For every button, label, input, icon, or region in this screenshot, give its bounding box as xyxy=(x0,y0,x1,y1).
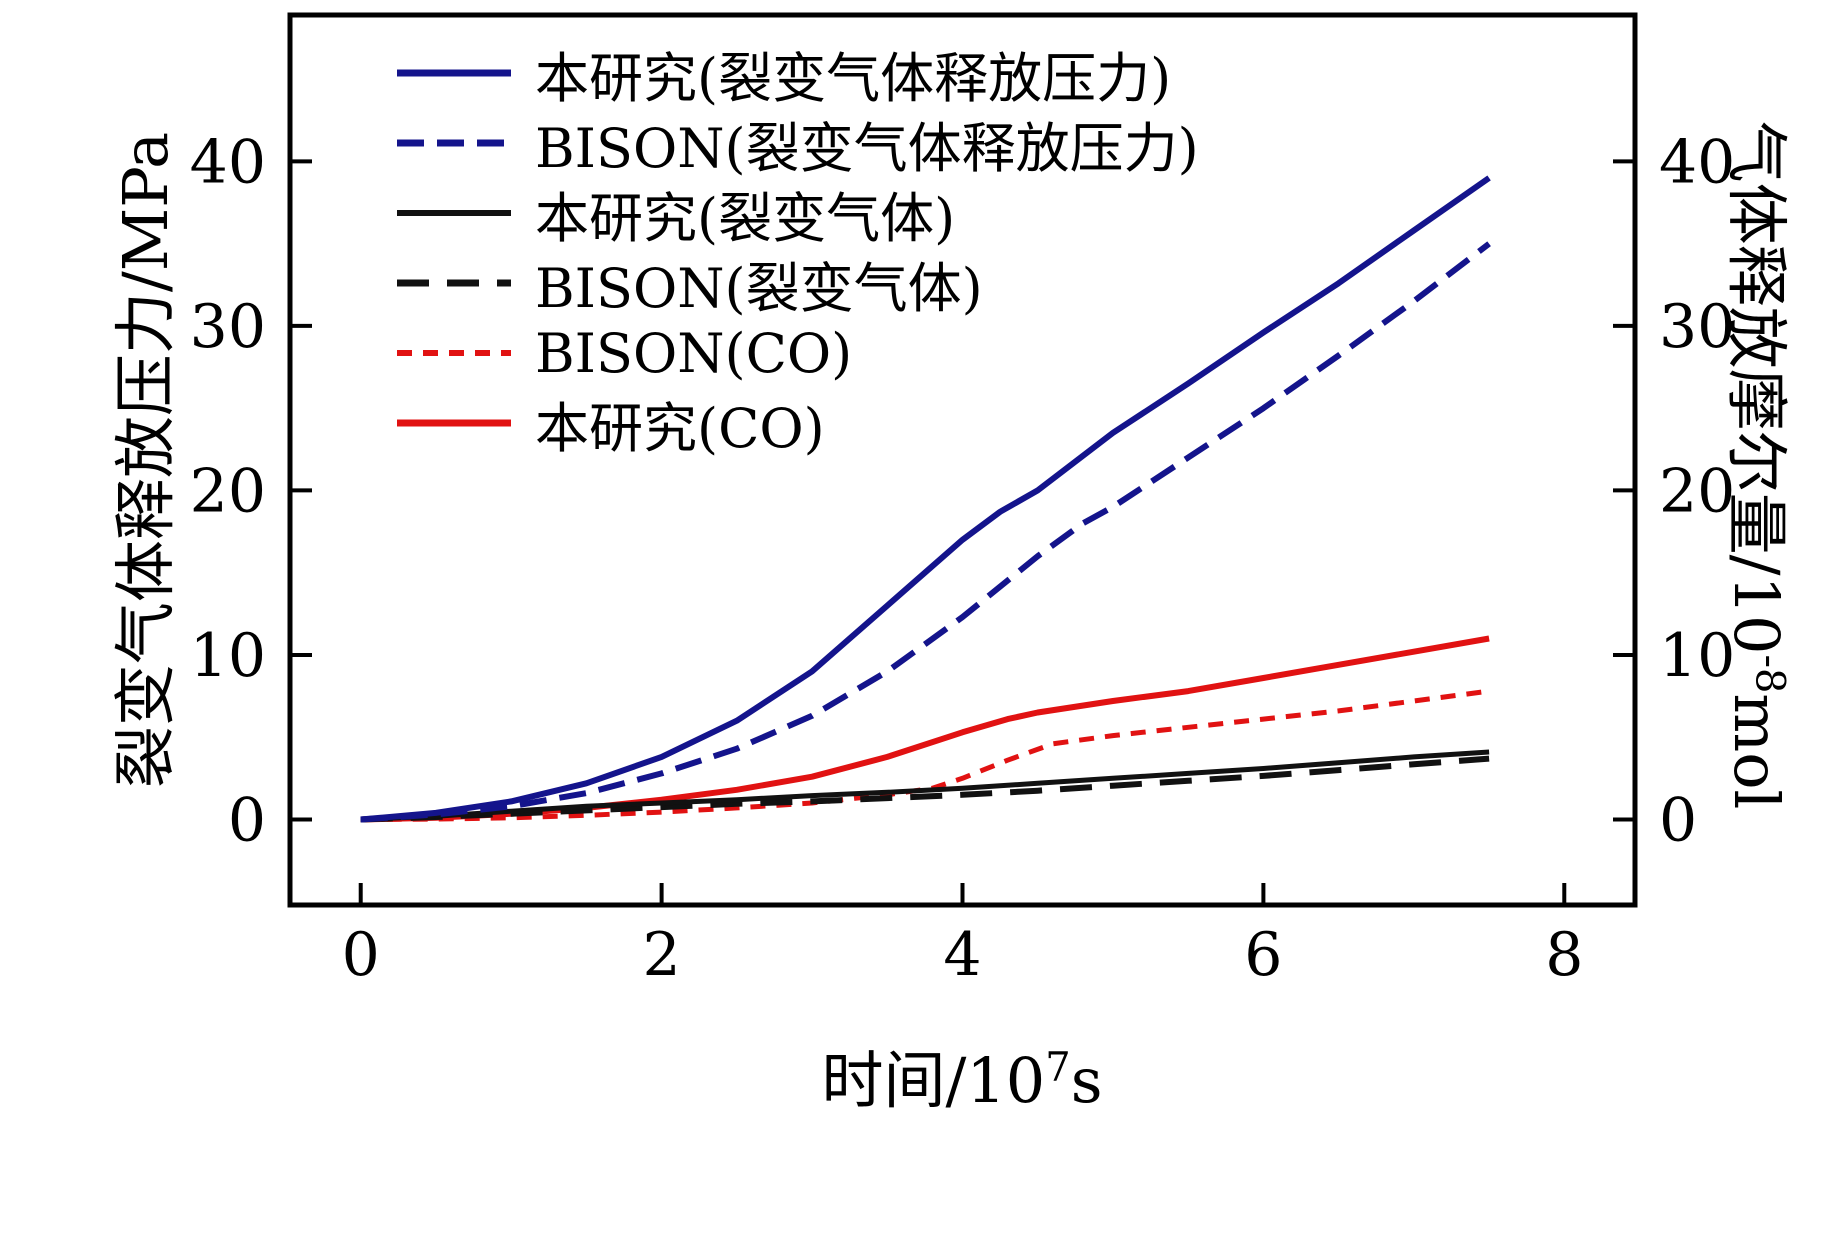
x-axis-title: 时间/107s xyxy=(821,1030,1102,1120)
legend-line-sample xyxy=(397,419,511,427)
x-tick-label: 6 xyxy=(1244,920,1282,990)
x-axis-title-sup: 7 xyxy=(1045,1044,1071,1091)
series-line-1 xyxy=(360,241,1491,823)
y-right-axis-title-sup: -8 xyxy=(1746,654,1793,694)
x-axis-title-unit: s xyxy=(1070,1044,1103,1117)
y-left-tick-label: 10 xyxy=(190,621,266,691)
legend-item-4: BISON(CO) xyxy=(395,321,1199,385)
y-left-tick-label: 40 xyxy=(190,127,266,197)
y-left-tick-label: 30 xyxy=(190,292,266,362)
y-left-axis-title: 裂变气体释放压力/MPa xyxy=(95,132,185,788)
y-left-axis-title-text: 裂变气体释放压力/MPa xyxy=(109,131,182,789)
series-line-0 xyxy=(360,175,1491,823)
y-right-axis-title: 气体释放摩尔量/10-8mol xyxy=(1717,121,1807,810)
y-left-tick-label: 0 xyxy=(228,785,266,855)
y-right-tick-label: 0 xyxy=(1659,785,1697,855)
x-tick-label: 4 xyxy=(943,920,981,990)
x-tick-label: 8 xyxy=(1545,920,1583,990)
legend-item-5: 本研究(CO) xyxy=(395,392,1199,460)
legend-item-0: 本研究(裂变气体释放压力) xyxy=(395,42,1199,110)
legend-label: BISON(裂变气体) xyxy=(535,256,983,320)
legend-line-sample xyxy=(397,350,511,356)
legend-item-2: 本研究(裂变气体) xyxy=(395,182,1199,250)
y-right-tick-label: 30 xyxy=(1659,292,1735,362)
legend-label: 本研究(裂变气体) xyxy=(535,186,956,250)
legend-item-3: BISON(裂变气体) xyxy=(395,252,1199,320)
legend-label: BISON(CO) xyxy=(535,321,853,385)
x-tick-label: 0 xyxy=(342,920,380,990)
legend-label: 本研究(CO) xyxy=(535,396,825,460)
y-right-axis-title-unit: mol xyxy=(1720,693,1793,810)
x-tick-label: 2 xyxy=(643,920,681,990)
legend-line-sample xyxy=(397,210,511,216)
legend-label: 本研究(裂变气体释放压力) xyxy=(535,46,1172,110)
y-right-axis-title-base: 气体释放摩尔量/10 xyxy=(1720,120,1793,655)
x-axis-title-base: 时间/10 xyxy=(821,1044,1046,1117)
y-right-tick-label: 10 xyxy=(1659,621,1735,691)
legend-label: BISON(裂变气体释放压力) xyxy=(535,116,1199,180)
legend-line-sample xyxy=(397,279,511,287)
legend-line-sample xyxy=(397,139,511,147)
series-line-3 xyxy=(360,755,1490,823)
legend-item-1: BISON(裂变气体释放压力) xyxy=(395,112,1199,180)
chart-legend: 本研究(裂变气体释放压力) BISON(裂变气体释放压力) 本研究(裂变气体) BIS… xyxy=(395,42,1199,460)
series-line-2 xyxy=(360,749,1490,822)
y-right-tick-label: 40 xyxy=(1659,127,1735,197)
series-line-4 xyxy=(360,688,1490,822)
legend-line-sample xyxy=(397,69,511,77)
y-left-tick-label: 20 xyxy=(190,456,266,526)
y-right-tick-label: 20 xyxy=(1659,456,1735,526)
